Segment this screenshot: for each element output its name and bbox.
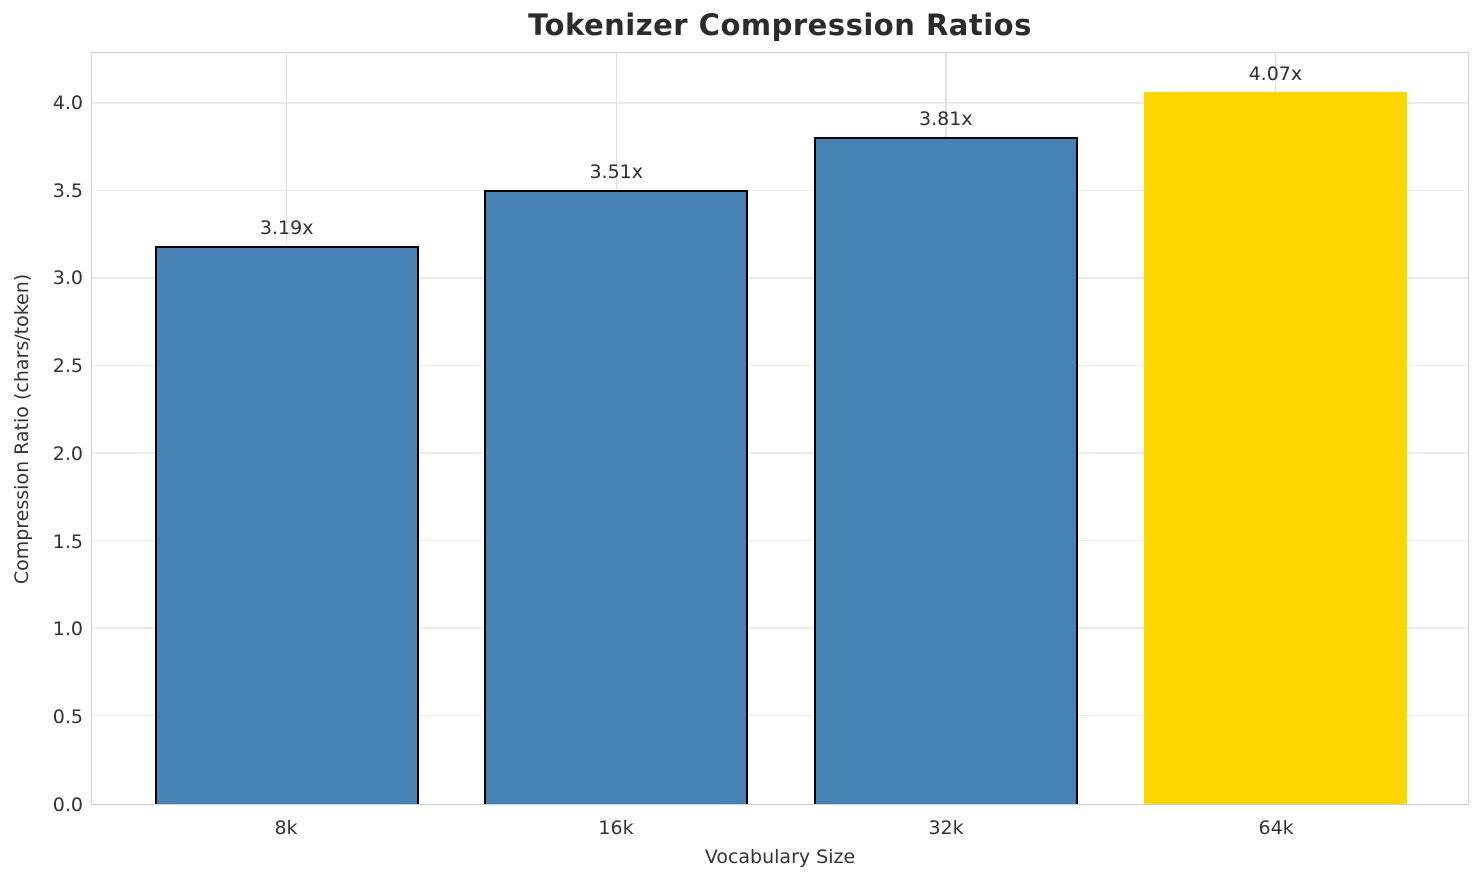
x-tick-label-32k: 32k — [928, 817, 964, 839]
y-tick-label: 3.5 — [52, 179, 83, 202]
bar-value-label-16k: 3.51x — [589, 160, 644, 183]
horizontal-gridline — [92, 277, 1468, 279]
horizontal-gridline — [92, 364, 1468, 367]
horizontal-gridline — [92, 452, 1468, 454]
x-tick-label-16k: 16k — [598, 817, 634, 839]
y-tick-label: 4.0 — [52, 91, 83, 114]
horizontal-gridline — [92, 714, 1468, 717]
y-tick-label: 1.0 — [52, 618, 83, 641]
y-tick-label: 3.0 — [52, 267, 83, 290]
horizontal-gridline — [92, 189, 1468, 192]
y-tick-label: 2.0 — [52, 442, 83, 465]
x-axis-label: Vocabulary Size — [704, 846, 856, 868]
bar-16k — [484, 189, 749, 804]
horizontal-gridline — [92, 539, 1468, 542]
y-tick-label: 2.5 — [52, 355, 83, 378]
x-tick-label-8k: 8k — [274, 817, 298, 839]
x-tick-label-64k: 64k — [1258, 817, 1294, 839]
horizontal-gridline — [92, 627, 1468, 629]
bar-8k — [154, 245, 419, 804]
bar-value-label-8k: 3.19x — [259, 216, 314, 239]
bar-64k — [1143, 91, 1408, 804]
chart-title: Tokenizer Compression Ratios — [528, 8, 1032, 42]
plot-area: 3.19x 3.51x 3.81x 4.07x — [91, 52, 1469, 805]
y-tick-label: 0.5 — [52, 706, 83, 729]
bar-value-label-32k: 3.81x — [919, 108, 973, 131]
y-tick-label: 0.0 — [52, 794, 83, 816]
bar-32k — [813, 137, 1078, 804]
bar-value-label-64k: 4.07x — [1248, 62, 1303, 85]
y-tick-label: 1.5 — [52, 530, 83, 553]
horizontal-gridline — [92, 102, 1468, 104]
